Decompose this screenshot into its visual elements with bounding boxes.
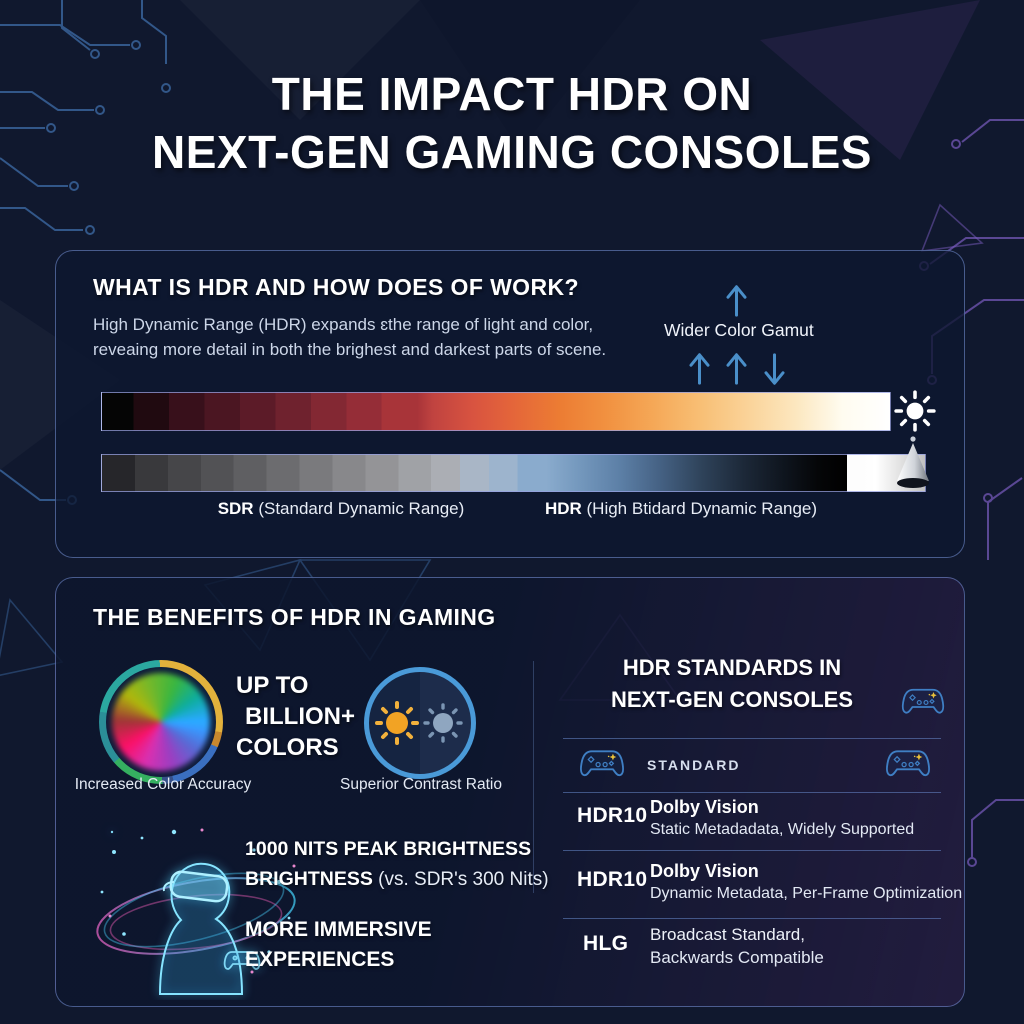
page-title: THE IMPACT HDR ON NEXT-GEN GAMING CONSOL… — [0, 66, 1024, 182]
down-arrow-icon — [762, 353, 787, 387]
what-is-hdr-body: High Dynamic Range (HDR) expands ɛthe ra… — [93, 313, 606, 362]
sdr-bar-label: SDR (Standard Dynamic Range) — [141, 499, 541, 519]
what-is-hdr-heading: WHAT IS HDR AND HOW DOES OF WORK? — [93, 274, 579, 300]
benefits-panel: THE BENEFITS OF HDR IN GAMING UP TO BILL… — [55, 577, 965, 1007]
brightness-rest: (vs. SDR's 300 Nits) — [372, 868, 549, 890]
brightness-bold: BRIGHTNESS — [245, 867, 373, 890]
standard-row-title: Broadcast Standard, — [650, 925, 805, 944]
standard-row-name: HDR10 — [577, 804, 648, 827]
wider-color-gamut-label: Wider Color Gamut — [664, 320, 814, 340]
standard-row-title: Dolby Vision — [650, 861, 759, 881]
immersive-experiences-stat: MORE IMMERSIVE EXPERIENCES — [245, 915, 432, 976]
lamp-icon — [888, 433, 934, 495]
table-line — [563, 738, 941, 739]
color-wheel-icon — [99, 660, 223, 784]
contrast-ratio-label: Superior Contrast Ratio — [340, 776, 502, 793]
billion-colors-stat: UP TO BILLION+ COLORS — [236, 671, 355, 764]
benefits-heading: THE BENEFITS OF HDR IN GAMING — [93, 604, 496, 630]
body-line1: High Dynamic Range (HDR) expands ɛthe ra… — [93, 315, 594, 334]
table-line — [563, 918, 941, 919]
column-divider — [533, 661, 534, 893]
brightness-line1: 1000 NITS PEAK BRIGHTNESS — [245, 838, 532, 860]
color-accuracy-label: Increased Color Accuracy — [74, 776, 252, 793]
standard-row-desc: Backwards Compatible — [650, 948, 824, 967]
sdr-gray-gradient-bar — [101, 454, 926, 492]
stat-line2: BILLION+ — [245, 702, 356, 730]
hdr-bar-label: HDR (High Btidard Dynamic Range) — [481, 499, 881, 519]
gamepad-icon — [883, 745, 933, 781]
what-is-hdr-panel: WHAT IS HDR AND HOW DOES OF WORK? High D… — [55, 250, 965, 558]
table-line — [563, 850, 941, 851]
immersive-line2: EXPERIENCES — [245, 948, 395, 972]
gamepad-icon — [899, 684, 947, 718]
up-arrow-icon — [687, 351, 712, 385]
sdr-abbr: SDR — [217, 499, 254, 518]
table-line — [563, 792, 941, 793]
up-arrow-icon — [724, 351, 749, 385]
immersive-line1: MORE IMMERSIVE — [245, 918, 432, 941]
standard-row-name: HDR10 — [577, 868, 648, 891]
standard-row-title: Dolby Vision — [650, 797, 759, 817]
standard-column-header: STANDARD — [647, 757, 741, 773]
peak-brightness-stat: 1000 NITS PEAK BRIGHTNESS BRIGHTNESS (vs… — [245, 835, 549, 894]
standard-row-name: HLG — [583, 932, 629, 955]
standards-heading: HDR STANDARDS IN NEXT-GEN CONSOLES — [556, 652, 908, 717]
standards-heading-line1: HDR STANDARDS IN — [622, 655, 842, 680]
standard-row-desc: Static Metadadata, Widely Supported — [650, 821, 915, 838]
hdr-abbr: HDR — [544, 499, 582, 518]
sun-icon — [894, 390, 936, 432]
stat-line1: UP TO — [236, 672, 309, 699]
standard-row-desc: Dynamic Metadata, Per-Frame Optimization — [650, 885, 963, 902]
stat-line3: COLORS — [236, 733, 339, 761]
page-title-line2: NEXT-GEN GAMING CONSOLES — [152, 125, 872, 178]
body-line2: reveaing more detail in both the brighes… — [93, 339, 607, 359]
page-title-line1: THE IMPACT HDR ON — [271, 68, 753, 120]
standards-heading-line2: NEXT-GEN CONSOLES — [610, 687, 854, 713]
vr-headset-illustration — [84, 822, 316, 1000]
up-arrow-icon — [724, 283, 749, 317]
hdr-color-gradient-bar — [101, 392, 891, 431]
gamepad-icon — [577, 745, 627, 781]
sdr-rest: (Standard Dynamic Range) — [253, 499, 465, 518]
contrast-icon — [364, 667, 476, 779]
hdr-rest: (High Btidard Dynamic Range) — [581, 499, 818, 518]
